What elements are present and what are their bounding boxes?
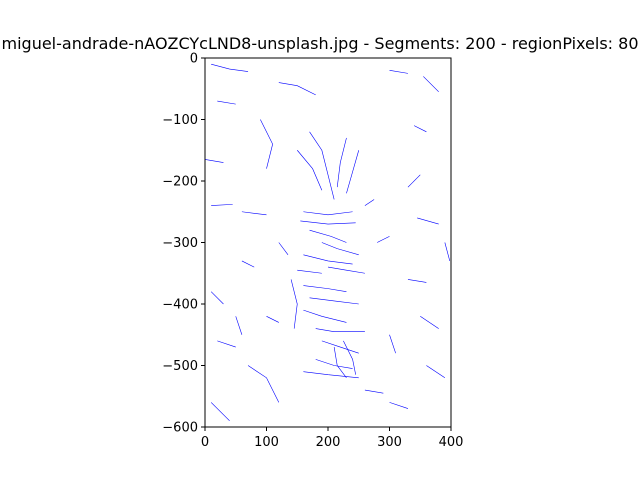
x-tick-label: 300 (377, 435, 402, 450)
segment-line (303, 211, 353, 216)
segment-line (266, 316, 279, 323)
segment-line (210, 402, 230, 422)
plot-frame (204, 57, 452, 428)
segment-line (407, 174, 421, 188)
y-tick-label: −100 (162, 113, 198, 128)
y-tick-label: −200 (162, 175, 198, 190)
segment-line (211, 63, 249, 72)
segment-line (343, 340, 356, 375)
x-tick-label: 0 (201, 435, 209, 450)
segment-line (217, 100, 236, 105)
chart-title: miguel-andrade-nAOZCYcLND8-unsplash.jpg … (1, 34, 639, 53)
y-axis: 0 −100 −200 −300 −400 −500 −600 (162, 52, 205, 436)
segment-line (241, 211, 267, 216)
segment-line (241, 260, 255, 268)
segment-line (309, 229, 347, 243)
segment-line (413, 125, 427, 133)
segment-line (333, 347, 347, 378)
segment-line (389, 402, 409, 409)
x-axis: 0 100 200 300 400 (201, 427, 464, 450)
segment-line (327, 266, 365, 274)
segment-line (389, 334, 396, 354)
y-tick-label: −400 (162, 298, 198, 313)
segment-line (217, 340, 236, 348)
segment-line (309, 131, 335, 200)
segment-line (211, 204, 233, 206)
segment-line (303, 254, 353, 265)
segment-line (290, 279, 298, 329)
segment-line (407, 279, 427, 283)
y-tick-label: 0 (190, 52, 198, 67)
segment-line (420, 316, 439, 329)
segment-line (444, 242, 451, 262)
segment-line (303, 371, 359, 379)
segment-line (364, 389, 384, 394)
segment-line (321, 242, 359, 256)
y-tick-label: −500 (162, 359, 198, 374)
segment-line (364, 199, 375, 206)
segments-layer (204, 63, 451, 422)
segment-line (321, 340, 359, 354)
segment-line (315, 359, 353, 369)
segment-line (278, 242, 289, 255)
segment-line (309, 297, 359, 305)
x-tick-label: 400 (439, 435, 464, 450)
segment-line (300, 220, 356, 225)
segment-line (336, 137, 347, 188)
segment-line (235, 316, 243, 335)
segment-line (297, 269, 322, 274)
segment-line (423, 76, 439, 93)
segment-line (247, 365, 280, 403)
segment-line (210, 291, 224, 305)
y-tick-label: −600 (162, 421, 198, 436)
segment-line (278, 82, 316, 96)
segment-line (260, 119, 273, 169)
x-tick-label: 100 (254, 435, 279, 450)
segment-line (303, 309, 347, 323)
segment-line (417, 217, 439, 225)
y-tick-label: −300 (162, 236, 198, 251)
segment-line (315, 328, 365, 332)
segment-line (426, 365, 446, 379)
x-tick-label: 200 (316, 435, 341, 450)
segment-line (297, 150, 323, 191)
segment-line (389, 70, 408, 74)
segment-line (303, 285, 347, 292)
segment-line (204, 159, 224, 163)
segment-line (346, 150, 360, 194)
segment-line (377, 236, 390, 243)
